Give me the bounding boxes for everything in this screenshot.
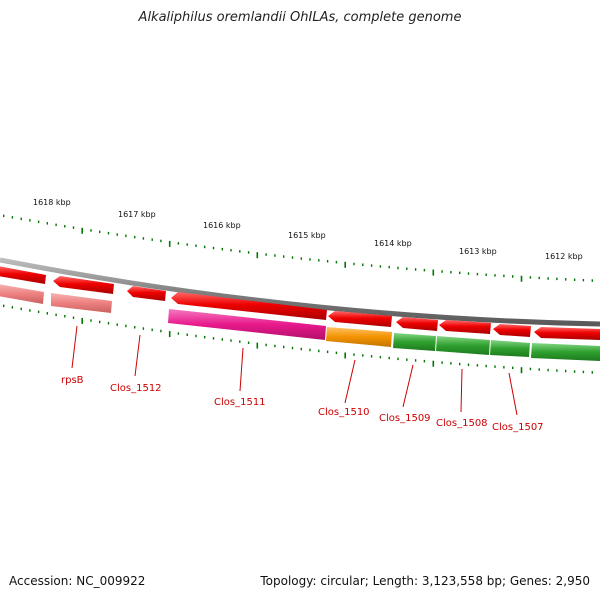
reverse-strand-features (0, 284, 600, 361)
gene-arrow[interactable] (493, 324, 531, 337)
gene-arrow[interactable] (534, 327, 600, 340)
ruler-label: 1616 kbp (203, 221, 241, 230)
gene-label-clos-1507[interactable]: Clos_1507 (492, 422, 544, 433)
gene-label-clos-1508[interactable]: Clos_1508 (436, 418, 488, 429)
ruler-upper (3, 214, 593, 282)
ruler-label: 1612 kbp (545, 252, 583, 261)
gene-block[interactable] (531, 343, 600, 361)
gene-block[interactable] (393, 333, 436, 351)
gene-labels: rpsB Clos_1512 Clos_1511 Clos_1510 Clos_… (61, 375, 544, 433)
ruler-lower (3, 304, 593, 374)
gene-arrow[interactable] (396, 317, 438, 331)
gene-label-lines (71, 325, 518, 416)
ruler-label: 1617 kbp (118, 210, 156, 219)
ruler-label: 1614 kbp (374, 239, 412, 248)
gene-arrow[interactable] (328, 311, 392, 327)
gene-block[interactable] (51, 293, 112, 313)
gene-block[interactable] (326, 327, 392, 347)
gene-label-clos-1511[interactable]: Clos_1511 (214, 397, 266, 408)
accession-text: Accession: NC_009922 (9, 574, 146, 588)
gene-label-rpsb[interactable]: rpsB (61, 375, 84, 386)
gene-label-clos-1509[interactable]: Clos_1509 (379, 413, 431, 424)
gene-arrow[interactable] (53, 276, 114, 294)
gene-block[interactable] (490, 340, 530, 357)
ruler-label: 1618 kbp (33, 198, 71, 207)
gene-label-clos-1510[interactable]: Clos_1510 (318, 407, 370, 418)
forward-strand-features (0, 266, 600, 340)
figure-title: Alkaliphilus oremlandii OhILAs, complete… (138, 10, 462, 25)
gene-arrow[interactable] (171, 292, 327, 320)
gene-label-clos-1512[interactable]: Clos_1512 (110, 383, 162, 394)
gene-block[interactable] (0, 284, 44, 304)
ruler-labels: 1618 kbp 1617 kbp 1616 kbp 1615 kbp 1614… (33, 198, 583, 261)
genome-summary-text: Topology: circular; Length: 3,123,558 bp… (260, 574, 590, 588)
gene-block[interactable] (436, 336, 490, 355)
gene-arrow[interactable] (0, 266, 46, 284)
ruler-label: 1613 kbp (459, 247, 497, 256)
gene-arrow[interactable] (439, 320, 491, 334)
gene-block[interactable] (168, 309, 326, 340)
gene-arrow[interactable] (127, 286, 166, 301)
genome-backbone (0, 257, 600, 327)
ruler-label: 1615 kbp (288, 231, 326, 240)
